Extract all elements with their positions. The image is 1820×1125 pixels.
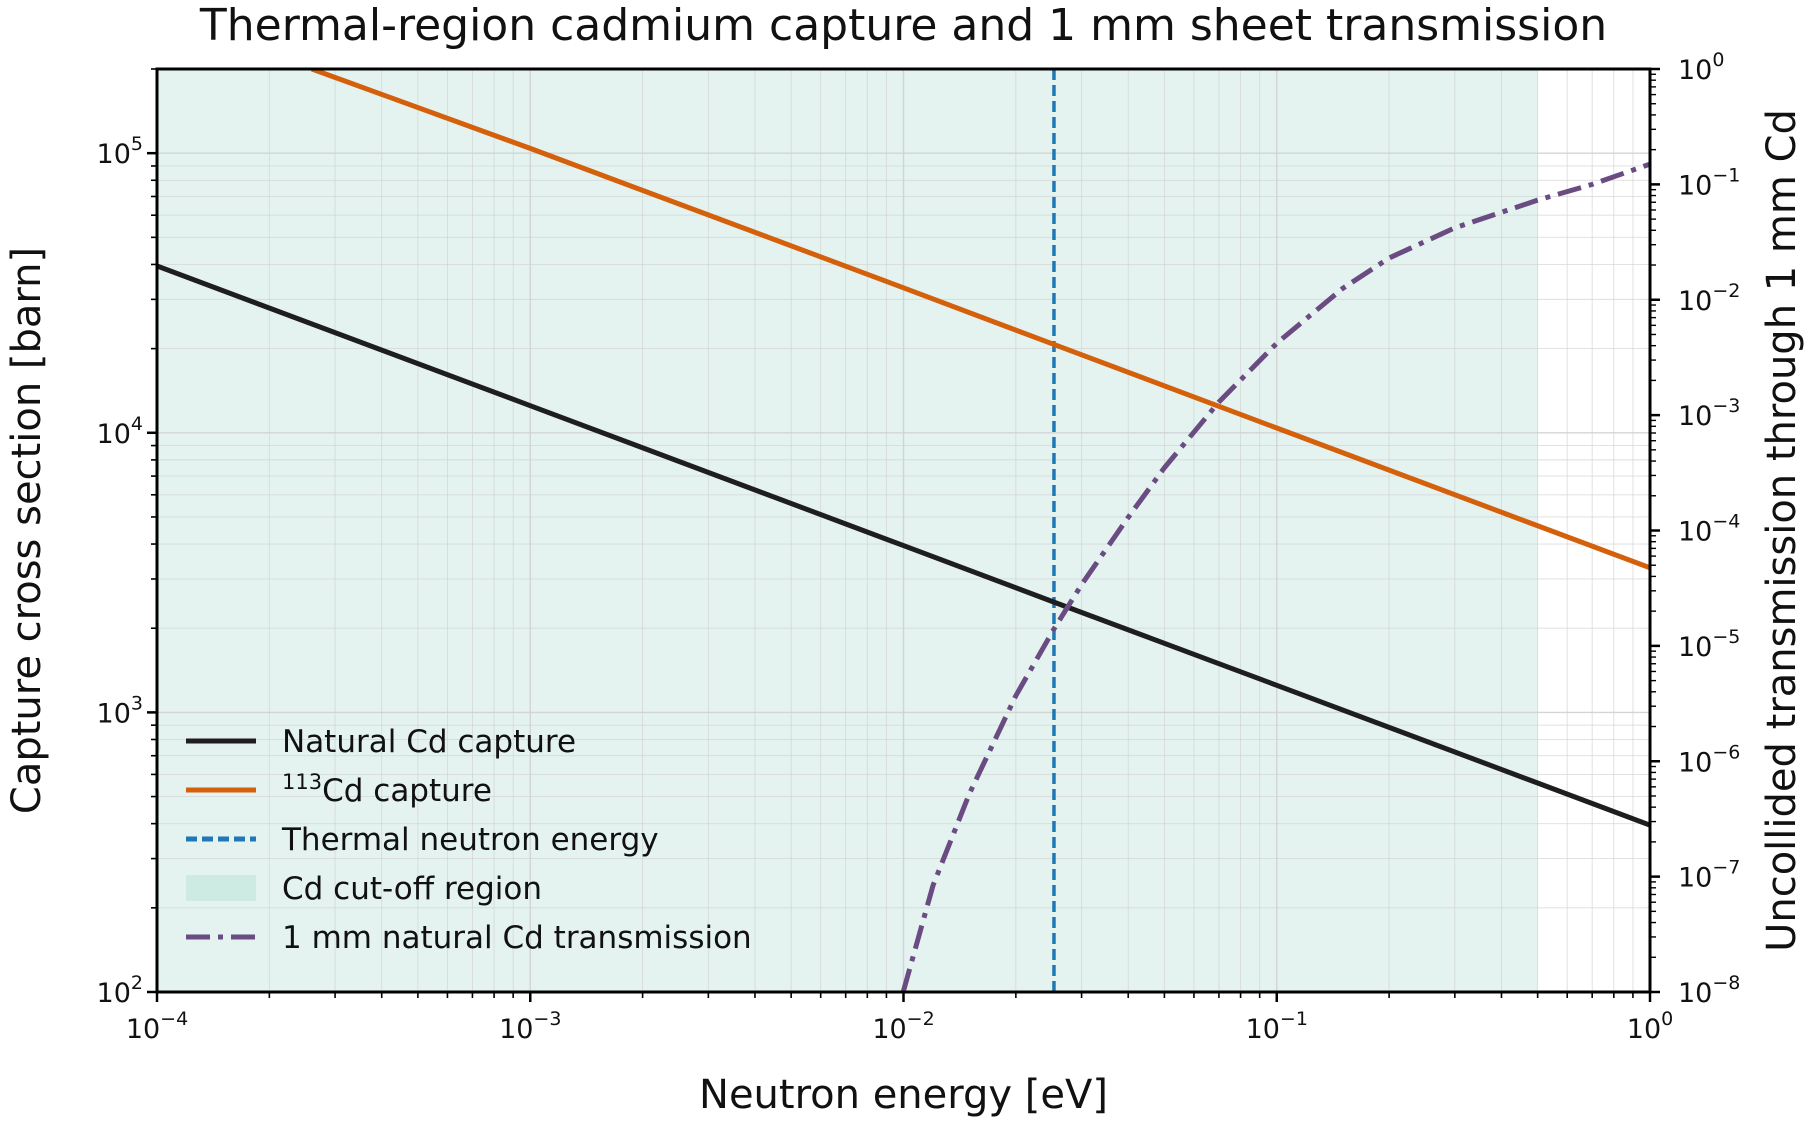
x-tick-label: 100 [1627, 1008, 1673, 1045]
plot-region [157, 69, 1538, 992]
x-tick-label: 10−3 [499, 1008, 561, 1045]
legend: Natural Cd capture 113Cd capture Thermal n… [186, 724, 752, 956]
y2-tick-label: 10−4 [1678, 511, 1740, 548]
y2-tick-label: 10−1 [1678, 164, 1740, 201]
y2-axis-ticks: 10−8 10−7 10−6 10−5 10−4 10−3 10−2 10−1 100 [1650, 49, 1740, 1009]
legend-item-thermal-energy: Thermal neutron energy [186, 822, 659, 858]
y2-tick-label: 10−8 [1678, 972, 1740, 1009]
legend-label: 113Cd capture [282, 770, 492, 809]
legend-item-transmission: 1 mm natural Cd transmission [186, 920, 752, 956]
y2-axis-label: Uncollided transmission through 1 mm Cd [1759, 109, 1805, 952]
y2-tick-label: 10−2 [1678, 280, 1740, 317]
y-axis-label: Capture cross section [barn] [4, 247, 50, 814]
y2-tick-label: 10−7 [1678, 857, 1740, 894]
y-tick-label: 103 [97, 692, 143, 729]
x-axis-label: Neutron energy [eV] [699, 1072, 1108, 1118]
legend-item-cd113: 113Cd capture [186, 770, 492, 809]
cd113-capture-line [311, 69, 1650, 571]
legend-label: Natural Cd capture [282, 724, 576, 760]
y2-tick-label: 10−6 [1678, 741, 1740, 778]
cd-cutoff-region [157, 69, 1538, 992]
x-axis-ticks: 10−4 10−3 10−2 10−1 100 [126, 992, 1673, 1045]
y-axis-ticks: 102 103 104 105 [97, 68, 157, 1009]
x-tick-label: 10−4 [126, 1008, 188, 1045]
legend-item-cutoff-region: Cd cut-off region [186, 871, 542, 907]
x-tick-label: 10−2 [872, 1008, 934, 1045]
natural-cd-capture-line [157, 263, 1650, 828]
y-tick-label: 104 [97, 413, 143, 450]
y2-tick-label: 10−5 [1678, 626, 1740, 663]
cd-transmission-line [900, 161, 1650, 992]
series-layer [157, 69, 1650, 992]
x-tick-label: 10−1 [1246, 1008, 1308, 1045]
legend-item-natural-cd: Natural Cd capture [186, 724, 576, 760]
y2-tick-label: 10−3 [1678, 395, 1740, 432]
chart-title: Thermal-region cadmium capture and 1 mm … [199, 0, 1607, 51]
legend-label: Thermal neutron energy [281, 822, 659, 858]
legend-label: Cd cut-off region [282, 871, 542, 907]
y-tick-label: 102 [97, 972, 143, 1009]
y-tick-label: 105 [97, 133, 143, 170]
legend-label: 1 mm natural Cd transmission [282, 920, 752, 956]
grid [156, 68, 1650, 993]
y2-tick-label: 100 [1678, 49, 1724, 86]
legend-swatch [186, 875, 256, 901]
